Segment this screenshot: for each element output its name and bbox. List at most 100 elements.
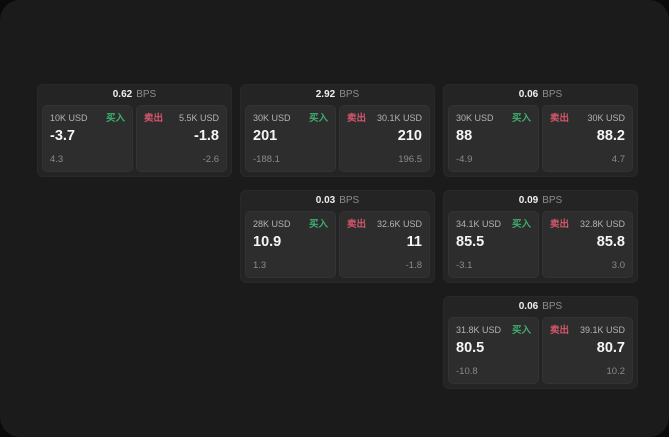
buy-price: 88 bbox=[456, 128, 473, 144]
bps-header: 0.03 BPS bbox=[240, 190, 435, 211]
buy-amount: 28K USD bbox=[253, 219, 291, 229]
bps-unit: BPS bbox=[339, 195, 360, 206]
buy-quote-panel[interactable]: 34.1K USD 买入 85.5 -3.1 bbox=[448, 211, 539, 278]
buy-price: -3.7 bbox=[50, 128, 75, 144]
buy-sell-panels: 28K USD 买入 10.9 1.3 卖出 32.6K USD 11 -1.8 bbox=[245, 211, 430, 278]
sell-amount: 30.1K USD bbox=[376, 113, 422, 123]
sell-panel-header: 卖出 39.1K USD bbox=[550, 325, 625, 336]
sell-side-label: 卖出 bbox=[347, 113, 367, 124]
sell-panel-header: 卖出 32.8K USD bbox=[550, 219, 625, 230]
buy-sell-panels: 10K USD 买入 -3.7 4.3 卖出 5.5K USD -1.8 -2.… bbox=[42, 105, 227, 172]
quote-card: 0.06 BPS 30K USD 买入 88 -4.9 卖出 30K USD bbox=[443, 84, 638, 177]
buy-amount: 10K USD bbox=[50, 113, 88, 123]
buy-delta: -4.9 bbox=[456, 154, 473, 165]
sell-quote-panel[interactable]: 卖出 39.1K USD 80.7 10.2 bbox=[542, 317, 633, 384]
sell-delta: -1.8 bbox=[405, 260, 422, 271]
sell-side-label: 卖出 bbox=[550, 113, 570, 124]
bps-header: 0.06 BPS bbox=[443, 84, 638, 105]
quote-cards-grid: 0.62 BPS 10K USD 买入 -3.7 4.3 卖出 5.5K USD bbox=[37, 84, 638, 389]
sell-amount: 39.1K USD bbox=[579, 325, 625, 335]
buy-delta: 4.3 bbox=[50, 154, 64, 165]
sell-amount: 32.8K USD bbox=[579, 219, 625, 229]
buy-quote-panel[interactable]: 10K USD 买入 -3.7 4.3 bbox=[42, 105, 133, 172]
buy-delta: -188.1 bbox=[253, 154, 280, 165]
bps-unit: BPS bbox=[542, 301, 563, 312]
sell-price: -1.8 bbox=[194, 128, 219, 144]
buy-delta: -10.8 bbox=[456, 366, 478, 377]
buy-side-label: 买入 bbox=[105, 113, 125, 124]
sell-quote-panel[interactable]: 卖出 30.1K USD 210 196.5 bbox=[339, 105, 430, 172]
buy-sell-panels: 34.1K USD 买入 85.5 -3.1 卖出 32.8K USD 85.8… bbox=[448, 211, 633, 278]
sell-delta: 3.0 bbox=[611, 260, 625, 271]
sell-quote-panel[interactable]: 卖出 32.8K USD 85.8 3.0 bbox=[542, 211, 633, 278]
sell-quote-panel[interactable]: 卖出 30K USD 88.2 4.7 bbox=[542, 105, 633, 172]
sell-quote-panel[interactable]: 卖出 5.5K USD -1.8 -2.6 bbox=[136, 105, 227, 172]
buy-panel-header: 34.1K USD 买入 bbox=[456, 219, 531, 230]
quote-card: 0.03 BPS 28K USD 买入 10.9 1.3 卖出 32.6K US… bbox=[240, 190, 435, 283]
buy-quote-panel[interactable]: 28K USD 买入 10.9 1.3 bbox=[245, 211, 336, 278]
buy-delta: -3.1 bbox=[456, 260, 473, 271]
bps-value: 0.62 bbox=[112, 89, 133, 100]
buy-amount: 31.8K USD bbox=[456, 325, 502, 335]
sell-delta: 196.5 bbox=[398, 154, 422, 165]
buy-quote-panel[interactable]: 30K USD 买入 201 -188.1 bbox=[245, 105, 336, 172]
sell-amount: 5.5K USD bbox=[178, 113, 219, 123]
bps-value: 2.92 bbox=[315, 89, 336, 100]
quote-card: 2.92 BPS 30K USD 买入 201 -188.1 卖出 30.1K … bbox=[240, 84, 435, 177]
buy-quote-panel[interactable]: 30K USD 买入 88 -4.9 bbox=[448, 105, 539, 172]
sell-quote-panel[interactable]: 卖出 32.6K USD 11 -1.8 bbox=[339, 211, 430, 278]
sell-panel-header: 卖出 30.1K USD bbox=[347, 113, 422, 124]
buy-amount: 34.1K USD bbox=[456, 219, 502, 229]
sell-side-label: 卖出 bbox=[144, 113, 164, 124]
bps-value: 0.03 bbox=[315, 195, 336, 206]
sell-price: 88.2 bbox=[596, 128, 625, 144]
buy-quote-panel[interactable]: 31.8K USD 买入 80.5 -10.8 bbox=[448, 317, 539, 384]
sell-price: 210 bbox=[397, 128, 422, 144]
bps-header: 0.06 BPS bbox=[443, 296, 638, 317]
sell-delta: -2.6 bbox=[202, 154, 219, 165]
buy-side-label: 买入 bbox=[511, 325, 531, 336]
bps-header: 0.09 BPS bbox=[443, 190, 638, 211]
buy-panel-header: 31.8K USD 买入 bbox=[456, 325, 531, 336]
buy-panel-header: 30K USD 买入 bbox=[456, 113, 531, 124]
sell-price: 85.8 bbox=[596, 234, 625, 250]
quote-card: 0.09 BPS 34.1K USD 买入 85.5 -3.1 卖出 32.8K… bbox=[443, 190, 638, 283]
buy-side-label: 买入 bbox=[308, 219, 328, 230]
buy-panel-header: 10K USD 买入 bbox=[50, 113, 125, 124]
bps-header: 0.62 BPS bbox=[37, 84, 232, 105]
sell-delta: 4.7 bbox=[611, 154, 625, 165]
bps-unit: BPS bbox=[542, 89, 563, 100]
buy-sell-panels: 30K USD 买入 201 -188.1 卖出 30.1K USD 210 1… bbox=[245, 105, 430, 172]
sell-panel-header: 卖出 32.6K USD bbox=[347, 219, 422, 230]
buy-panel-header: 30K USD 买入 bbox=[253, 113, 328, 124]
sell-delta: 10.2 bbox=[606, 366, 626, 377]
bps-value: 0.06 bbox=[518, 89, 539, 100]
buy-side-label: 买入 bbox=[511, 219, 531, 230]
bps-unit: BPS bbox=[339, 89, 360, 100]
buy-sell-panels: 31.8K USD 买入 80.5 -10.8 卖出 39.1K USD 80.… bbox=[448, 317, 633, 384]
sell-side-label: 卖出 bbox=[550, 219, 570, 230]
sell-panel-header: 卖出 5.5K USD bbox=[144, 113, 219, 124]
sell-amount: 30K USD bbox=[587, 113, 625, 123]
bps-value: 0.06 bbox=[518, 301, 539, 312]
buy-panel-header: 28K USD 买入 bbox=[253, 219, 328, 230]
sell-price: 80.7 bbox=[596, 340, 625, 356]
sell-panel-header: 卖出 30K USD bbox=[550, 113, 625, 124]
bps-header: 2.92 BPS bbox=[240, 84, 435, 105]
buy-sell-panels: 30K USD 买入 88 -4.9 卖出 30K USD 88.2 4.7 bbox=[448, 105, 633, 172]
buy-amount: 30K USD bbox=[253, 113, 291, 123]
buy-price: 201 bbox=[253, 128, 278, 144]
sell-amount: 32.6K USD bbox=[376, 219, 422, 229]
quote-card: 0.62 BPS 10K USD 买入 -3.7 4.3 卖出 5.5K USD bbox=[37, 84, 232, 177]
bps-unit: BPS bbox=[542, 195, 563, 206]
buy-price: 80.5 bbox=[456, 340, 485, 356]
buy-price: 85.5 bbox=[456, 234, 485, 250]
buy-side-label: 买入 bbox=[308, 113, 328, 124]
sell-side-label: 卖出 bbox=[550, 325, 570, 336]
sell-side-label: 卖出 bbox=[347, 219, 367, 230]
bps-unit: BPS bbox=[136, 89, 157, 100]
sell-price: 11 bbox=[406, 234, 422, 250]
quote-card: 0.06 BPS 31.8K USD 买入 80.5 -10.8 卖出 39.1… bbox=[443, 296, 638, 389]
buy-side-label: 买入 bbox=[511, 113, 531, 124]
